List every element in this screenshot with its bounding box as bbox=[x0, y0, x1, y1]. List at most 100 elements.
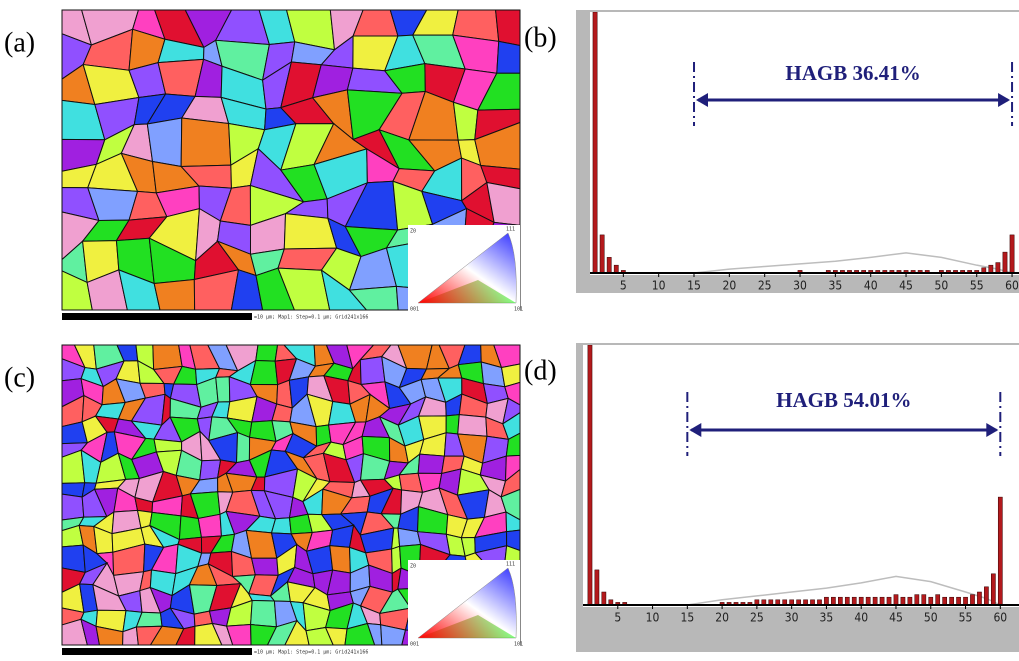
x-tick-label: 35 bbox=[828, 279, 842, 293]
bar bbox=[970, 594, 975, 606]
grain bbox=[153, 278, 196, 311]
x-tick-label: 25 bbox=[750, 611, 764, 625]
scale-text: =10 µm; Map1: Step=0.1 µm; Grid241x166 bbox=[254, 315, 368, 321]
x-tick-label: 15 bbox=[687, 279, 701, 293]
ipf-triangle bbox=[417, 232, 517, 304]
bar bbox=[824, 596, 829, 606]
ipf-label: 101 bbox=[514, 642, 523, 648]
ipf-triangle bbox=[417, 567, 517, 639]
bar bbox=[599, 234, 605, 274]
ipf-triangle-tint bbox=[418, 280, 516, 303]
ipf-label: Z0 bbox=[410, 564, 416, 570]
x-tick-label: 5 bbox=[614, 611, 621, 625]
plot bbox=[587, 345, 1003, 606]
bar bbox=[977, 591, 982, 606]
arrow-head bbox=[689, 423, 702, 437]
bar bbox=[858, 596, 864, 606]
grain bbox=[250, 600, 278, 628]
plot-area bbox=[590, 12, 1019, 275]
grain bbox=[180, 117, 232, 167]
bar bbox=[956, 596, 961, 606]
ipf-label: 101 bbox=[514, 307, 523, 313]
bar bbox=[914, 594, 920, 606]
scale-bar bbox=[62, 313, 252, 320]
grain bbox=[417, 453, 445, 474]
plot bbox=[592, 12, 1015, 274]
x-tick-label: 50 bbox=[935, 279, 949, 293]
panel-label: (b) bbox=[524, 22, 557, 53]
x-tick-label: 60 bbox=[993, 611, 1007, 625]
ipf-label: 001 bbox=[410, 642, 419, 648]
grain bbox=[250, 557, 279, 576]
ebsd-map bbox=[61, 9, 521, 311]
x-tick-label: 45 bbox=[899, 279, 913, 293]
grain bbox=[236, 431, 251, 464]
grain bbox=[495, 9, 521, 47]
ipf-label: 111 bbox=[506, 562, 515, 568]
bar bbox=[613, 264, 619, 274]
bar bbox=[997, 496, 1003, 606]
bar bbox=[865, 596, 871, 606]
bar bbox=[907, 596, 913, 606]
bar bbox=[587, 345, 593, 606]
bar bbox=[592, 12, 598, 274]
grain bbox=[496, 40, 521, 74]
x-tick-label: 30 bbox=[785, 611, 799, 625]
grain bbox=[197, 513, 222, 538]
grain bbox=[255, 344, 279, 362]
x-tick-label: 20 bbox=[722, 279, 736, 293]
bar bbox=[935, 594, 941, 606]
ipf-label: 111 bbox=[506, 227, 515, 233]
reference-curve bbox=[693, 252, 1013, 274]
grain bbox=[329, 545, 351, 574]
x-tick-label: 5 bbox=[620, 279, 627, 293]
bar bbox=[949, 596, 954, 606]
x-tick-label: 15 bbox=[680, 611, 694, 625]
x-tick-label: 30 bbox=[793, 279, 807, 293]
reference-curve bbox=[687, 575, 1001, 606]
annotation-text: HAGB 54.01% bbox=[776, 388, 911, 412]
x-tick-label: 45 bbox=[889, 611, 903, 625]
grain bbox=[215, 376, 231, 403]
bar bbox=[872, 596, 878, 606]
scale-bar bbox=[62, 648, 252, 655]
x-tick-label: 40 bbox=[864, 279, 878, 293]
bar bbox=[988, 264, 994, 274]
grain bbox=[146, 117, 183, 168]
grain bbox=[457, 414, 488, 437]
panel-label: (d) bbox=[524, 355, 557, 386]
bar bbox=[928, 596, 934, 606]
bar bbox=[844, 596, 850, 606]
scale-text: =10 µm; Map1: Step=0.1 µm; Grid241x166 bbox=[254, 650, 368, 656]
bar bbox=[831, 596, 836, 606]
x-tick-label: 25 bbox=[758, 279, 772, 293]
grain bbox=[445, 414, 460, 435]
arrow-head bbox=[998, 93, 1011, 107]
bar bbox=[1009, 234, 1015, 274]
bar bbox=[879, 596, 885, 606]
bar bbox=[851, 596, 857, 606]
x-tick-label: 40 bbox=[854, 611, 868, 625]
panel-label: (c) bbox=[4, 362, 35, 393]
plot-area bbox=[583, 345, 1019, 607]
bar bbox=[886, 596, 892, 606]
bar bbox=[991, 573, 996, 606]
grain bbox=[359, 356, 386, 386]
ipf-triangle-tint bbox=[418, 615, 516, 638]
grain bbox=[61, 493, 85, 521]
bar bbox=[963, 596, 968, 606]
ipf-label: 001 bbox=[410, 307, 419, 313]
x-tick-label: 10 bbox=[646, 611, 660, 625]
x-tick-label: 50 bbox=[924, 611, 938, 625]
grain bbox=[152, 344, 183, 371]
grain bbox=[153, 438, 183, 453]
x-tick-label: 60 bbox=[1005, 279, 1019, 293]
bar bbox=[984, 586, 989, 606]
ipf-label: Z0 bbox=[410, 229, 416, 235]
x-tick-label: 20 bbox=[715, 611, 729, 625]
arrow-head bbox=[986, 423, 999, 437]
bar bbox=[900, 596, 906, 606]
bar bbox=[838, 596, 843, 606]
